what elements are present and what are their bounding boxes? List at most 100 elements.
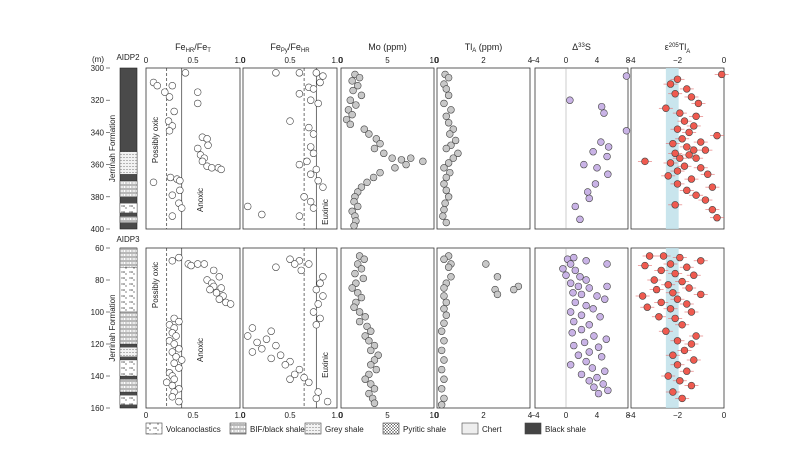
- data-point: [687, 93, 696, 101]
- data-point: [153, 82, 161, 90]
- series-s33-aidp2: [565, 68, 631, 229]
- data-point: [603, 152, 611, 161]
- data-point: [286, 375, 294, 383]
- data-point: [319, 183, 327, 191]
- data-point: [692, 191, 700, 199]
- data-point: [440, 255, 448, 263]
- data-point: [571, 202, 579, 211]
- data-point: [571, 298, 579, 307]
- top-tick-label: 0: [241, 56, 246, 65]
- data-point: [442, 173, 450, 182]
- data-point: [566, 361, 575, 369]
- data-point: [272, 69, 280, 77]
- panel-frame: [534, 67, 629, 230]
- data-point: [217, 165, 225, 174]
- data-point: [370, 144, 379, 153]
- data-point: [244, 332, 252, 340]
- title-tail: S: [585, 42, 591, 52]
- legend-swatch: [229, 422, 247, 435]
- data-point: [678, 277, 686, 286]
- data-point: [601, 295, 609, 303]
- data-point: [659, 252, 668, 260]
- data-point: [402, 160, 410, 169]
- title-sup: 33: [578, 43, 585, 49]
- legend-swatch: [382, 422, 400, 435]
- data-point: [603, 260, 611, 268]
- data-point: [594, 389, 603, 398]
- data-point: [589, 148, 597, 156]
- data-point: [360, 255, 368, 263]
- data-point: [447, 106, 455, 114]
- data-point: [442, 85, 450, 93]
- data-point: [562, 271, 570, 279]
- data-point: [391, 164, 399, 172]
- series-fepy-aidp2: [244, 68, 327, 229]
- data-point: [680, 162, 689, 170]
- top-tick-label: 4: [528, 56, 533, 65]
- data-point: [206, 285, 214, 294]
- data-point: [582, 257, 590, 265]
- data-point: [597, 102, 606, 111]
- data-point: [316, 279, 324, 287]
- data-point: [593, 373, 601, 382]
- data-point: [168, 257, 177, 265]
- data-point: [697, 138, 705, 146]
- title-sub: HR: [301, 48, 310, 54]
- panel-frame: [242, 67, 338, 230]
- panel-title-s33: Δ33S: [572, 42, 591, 52]
- data-point: [604, 143, 613, 151]
- data-point: [440, 394, 448, 403]
- data-point: [281, 361, 289, 369]
- data-point: [574, 282, 583, 291]
- depth-tick-label: 60: [95, 244, 104, 253]
- data-point: [316, 78, 324, 87]
- series-s33-aidp3: [559, 248, 612, 408]
- data-point: [187, 261, 195, 270]
- data-point: [570, 317, 578, 326]
- data-point: [203, 135, 211, 143]
- data-point: [683, 186, 691, 195]
- data-point: [650, 276, 658, 284]
- data-point: [669, 289, 677, 297]
- data-point: [305, 123, 313, 132]
- data-point: [165, 127, 174, 135]
- data-point: [449, 154, 457, 162]
- data-point: [295, 212, 304, 220]
- data-point: [652, 285, 661, 294]
- series-fehr-aidp3: [162, 248, 235, 408]
- data-point: [669, 388, 677, 396]
- data-point: [170, 107, 178, 116]
- data-point: [559, 265, 567, 273]
- data-point: [576, 273, 584, 281]
- data-point: [306, 143, 315, 151]
- data-point: [376, 139, 384, 148]
- data-point: [175, 317, 183, 326]
- title-main: Mo (ppm): [368, 42, 407, 52]
- annotation-euxinic: Euxinic: [321, 352, 330, 378]
- title-sup: 205: [669, 43, 680, 49]
- data-point: [690, 146, 698, 154]
- data-point: [687, 340, 696, 348]
- data-point: [170, 340, 178, 348]
- data-point: [357, 265, 366, 273]
- data-point: [291, 260, 299, 268]
- stratigraphic-columns: (m)300 320 340 360 380 400 AIDP2 Jerrinah Forma…: [91, 53, 140, 413]
- series-fehr-aidp2: [149, 68, 225, 229]
- data-point: [178, 356, 186, 364]
- data-point: [176, 186, 184, 195]
- data-point: [361, 332, 369, 340]
- data-point: [319, 72, 327, 80]
- formation-label: Jerrinah Formation: [108, 115, 117, 182]
- data-point: [354, 82, 362, 90]
- title-sub: A: [686, 49, 690, 55]
- bottom-tick-label: 0: [339, 411, 344, 420]
- data-point: [352, 279, 360, 287]
- data-point: [295, 365, 304, 374]
- data-point: [168, 191, 177, 199]
- data-point: [683, 143, 691, 151]
- data-point: [666, 80, 675, 88]
- series-tl-aidp3: [437, 252, 523, 409]
- data-point: [444, 193, 453, 201]
- data-point: [645, 252, 654, 260]
